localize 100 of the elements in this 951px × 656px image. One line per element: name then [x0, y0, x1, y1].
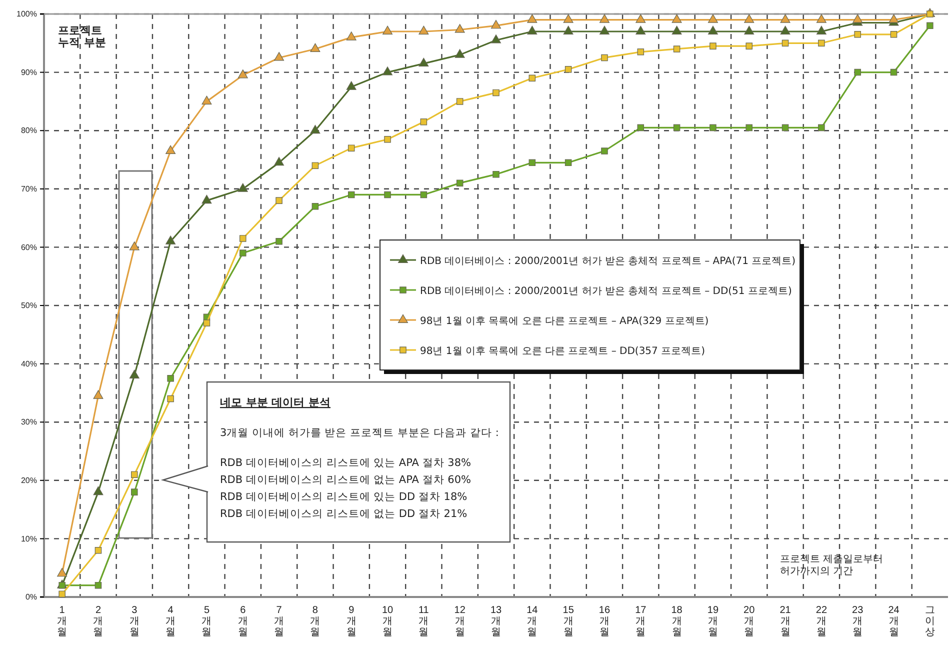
point: [240, 250, 246, 256]
x-tick-label: 23개월: [852, 605, 864, 638]
point: [491, 20, 501, 29]
point: [203, 320, 210, 326]
y-tick-label: 90%: [20, 68, 37, 77]
point: [491, 34, 501, 44]
point: [710, 42, 716, 50]
point: [672, 26, 682, 34]
x-tick-label: 16개월: [598, 605, 610, 638]
y-tick-label: 20%: [20, 476, 37, 485]
annotation: RDB 데이터베이스의 리스트에 있는 APA 절차 38%: [220, 457, 471, 469]
y-axis-title: 프로젝트 누적 부분: [58, 24, 106, 49]
legend-label: 98년 1월 이후 목록에 오른 다른 프로젝트 – APA(329 프로젝트): [420, 316, 709, 327]
x-tick-label: 6개월: [238, 605, 248, 638]
x-tick-label: 2개월: [93, 605, 104, 638]
point: [58, 590, 66, 598]
y-tick-label: 30%: [20, 418, 37, 427]
point: [202, 96, 212, 104]
point: [276, 238, 282, 245]
point: [384, 136, 391, 143]
legend-label: RDB 데이터베이스 : 2000/2001년 허가 받은 총체적 프로젝트 – APA(71 프로젝트): [420, 256, 796, 267]
point: [346, 81, 356, 90]
point: [708, 26, 718, 34]
point: [852, 14, 863, 23]
annotation: RDB 데이터베이스의 리스트에 없는 DD 절차 21%: [220, 508, 468, 520]
x-tick-label: 15개월: [562, 605, 574, 638]
legend-label: RDB 데이터베이스 : 2000/2001년 허가 받은 총체적 프로젝트 – DD(51 프로젝트): [420, 286, 792, 297]
y-tick-label: 0%: [25, 592, 37, 602]
annotation: RDB 데이터베이스의 리스트에 있는 DD 절차 18%: [220, 491, 468, 503]
point: [346, 32, 356, 40]
point: [274, 156, 284, 166]
legend-label: 98년 1월 이후 목록에 오른 다른 프로젝트 – DD(357 프로젝트): [420, 346, 706, 357]
y-tick-label: 60%: [20, 242, 37, 252]
point: [637, 124, 644, 132]
point: [782, 124, 789, 132]
point: [564, 159, 572, 166]
point: [564, 66, 572, 73]
y-tick-label: 40%: [20, 359, 37, 368]
point: [528, 159, 536, 166]
x-tick-label: 7개월: [274, 605, 284, 638]
point: [599, 26, 610, 34]
point: [384, 191, 391, 198]
x-tick-label: 1개월: [57, 605, 68, 638]
y-tick-label: 80%: [20, 126, 37, 136]
y-tick-label: 50%: [20, 301, 37, 310]
x-tick-label: 4개월: [166, 605, 176, 638]
point: [926, 22, 934, 30]
x-tick-label: 18개월: [671, 605, 683, 638]
point: [276, 197, 282, 204]
point: [238, 70, 248, 78]
x-tick-label: 12개월: [454, 605, 466, 638]
point: [926, 10, 934, 18]
x-tick-label: 20개월: [744, 605, 756, 638]
point: [818, 124, 825, 132]
x-tick-label: 10개월: [382, 605, 394, 638]
point: [780, 14, 790, 23]
y-tick-label: 100%: [16, 10, 37, 19]
point: [599, 14, 610, 23]
point: [746, 42, 752, 50]
x-axis-title: 프로젝트 제출일로부터 허가까지의 기간: [780, 554, 884, 577]
point: [454, 24, 465, 33]
point: [673, 46, 680, 52]
point: [94, 582, 102, 589]
point: [710, 124, 716, 132]
point: [492, 89, 500, 96]
x-tick-label: 21개월: [780, 605, 792, 638]
point: [746, 124, 752, 132]
y-tick-label: 10%: [20, 534, 37, 544]
point: [528, 74, 536, 82]
point: [744, 26, 754, 34]
point: [456, 98, 464, 105]
point: [131, 488, 138, 496]
point: [673, 124, 680, 132]
point: [527, 26, 538, 34]
point: [310, 124, 320, 134]
point: [744, 14, 754, 23]
point: [58, 582, 66, 589]
point: [274, 52, 284, 61]
x-tick-label: 24개월: [888, 605, 900, 638]
x-tick-label: 5개월: [202, 605, 212, 638]
point: [166, 145, 176, 154]
x-tick-label: 17개월: [635, 605, 647, 638]
point: [57, 568, 68, 577]
point: [456, 180, 464, 186]
point: [527, 14, 538, 23]
point: [94, 546, 102, 554]
annotation: RDB 데이터베이스의 리스트에 없는 APA 절차 60%: [220, 474, 471, 486]
point: [129, 241, 140, 250]
point: [418, 58, 429, 67]
point: [890, 68, 898, 76]
point: [166, 236, 176, 244]
point: [420, 118, 428, 126]
annotation: 네모 부분 데이터 분석: [220, 396, 330, 409]
y-tick-label: 70%: [20, 184, 37, 194]
point: [854, 31, 861, 38]
point: [93, 486, 104, 496]
point: [563, 26, 574, 34]
point: [167, 395, 174, 402]
point: [93, 390, 104, 399]
point: [418, 26, 429, 34]
